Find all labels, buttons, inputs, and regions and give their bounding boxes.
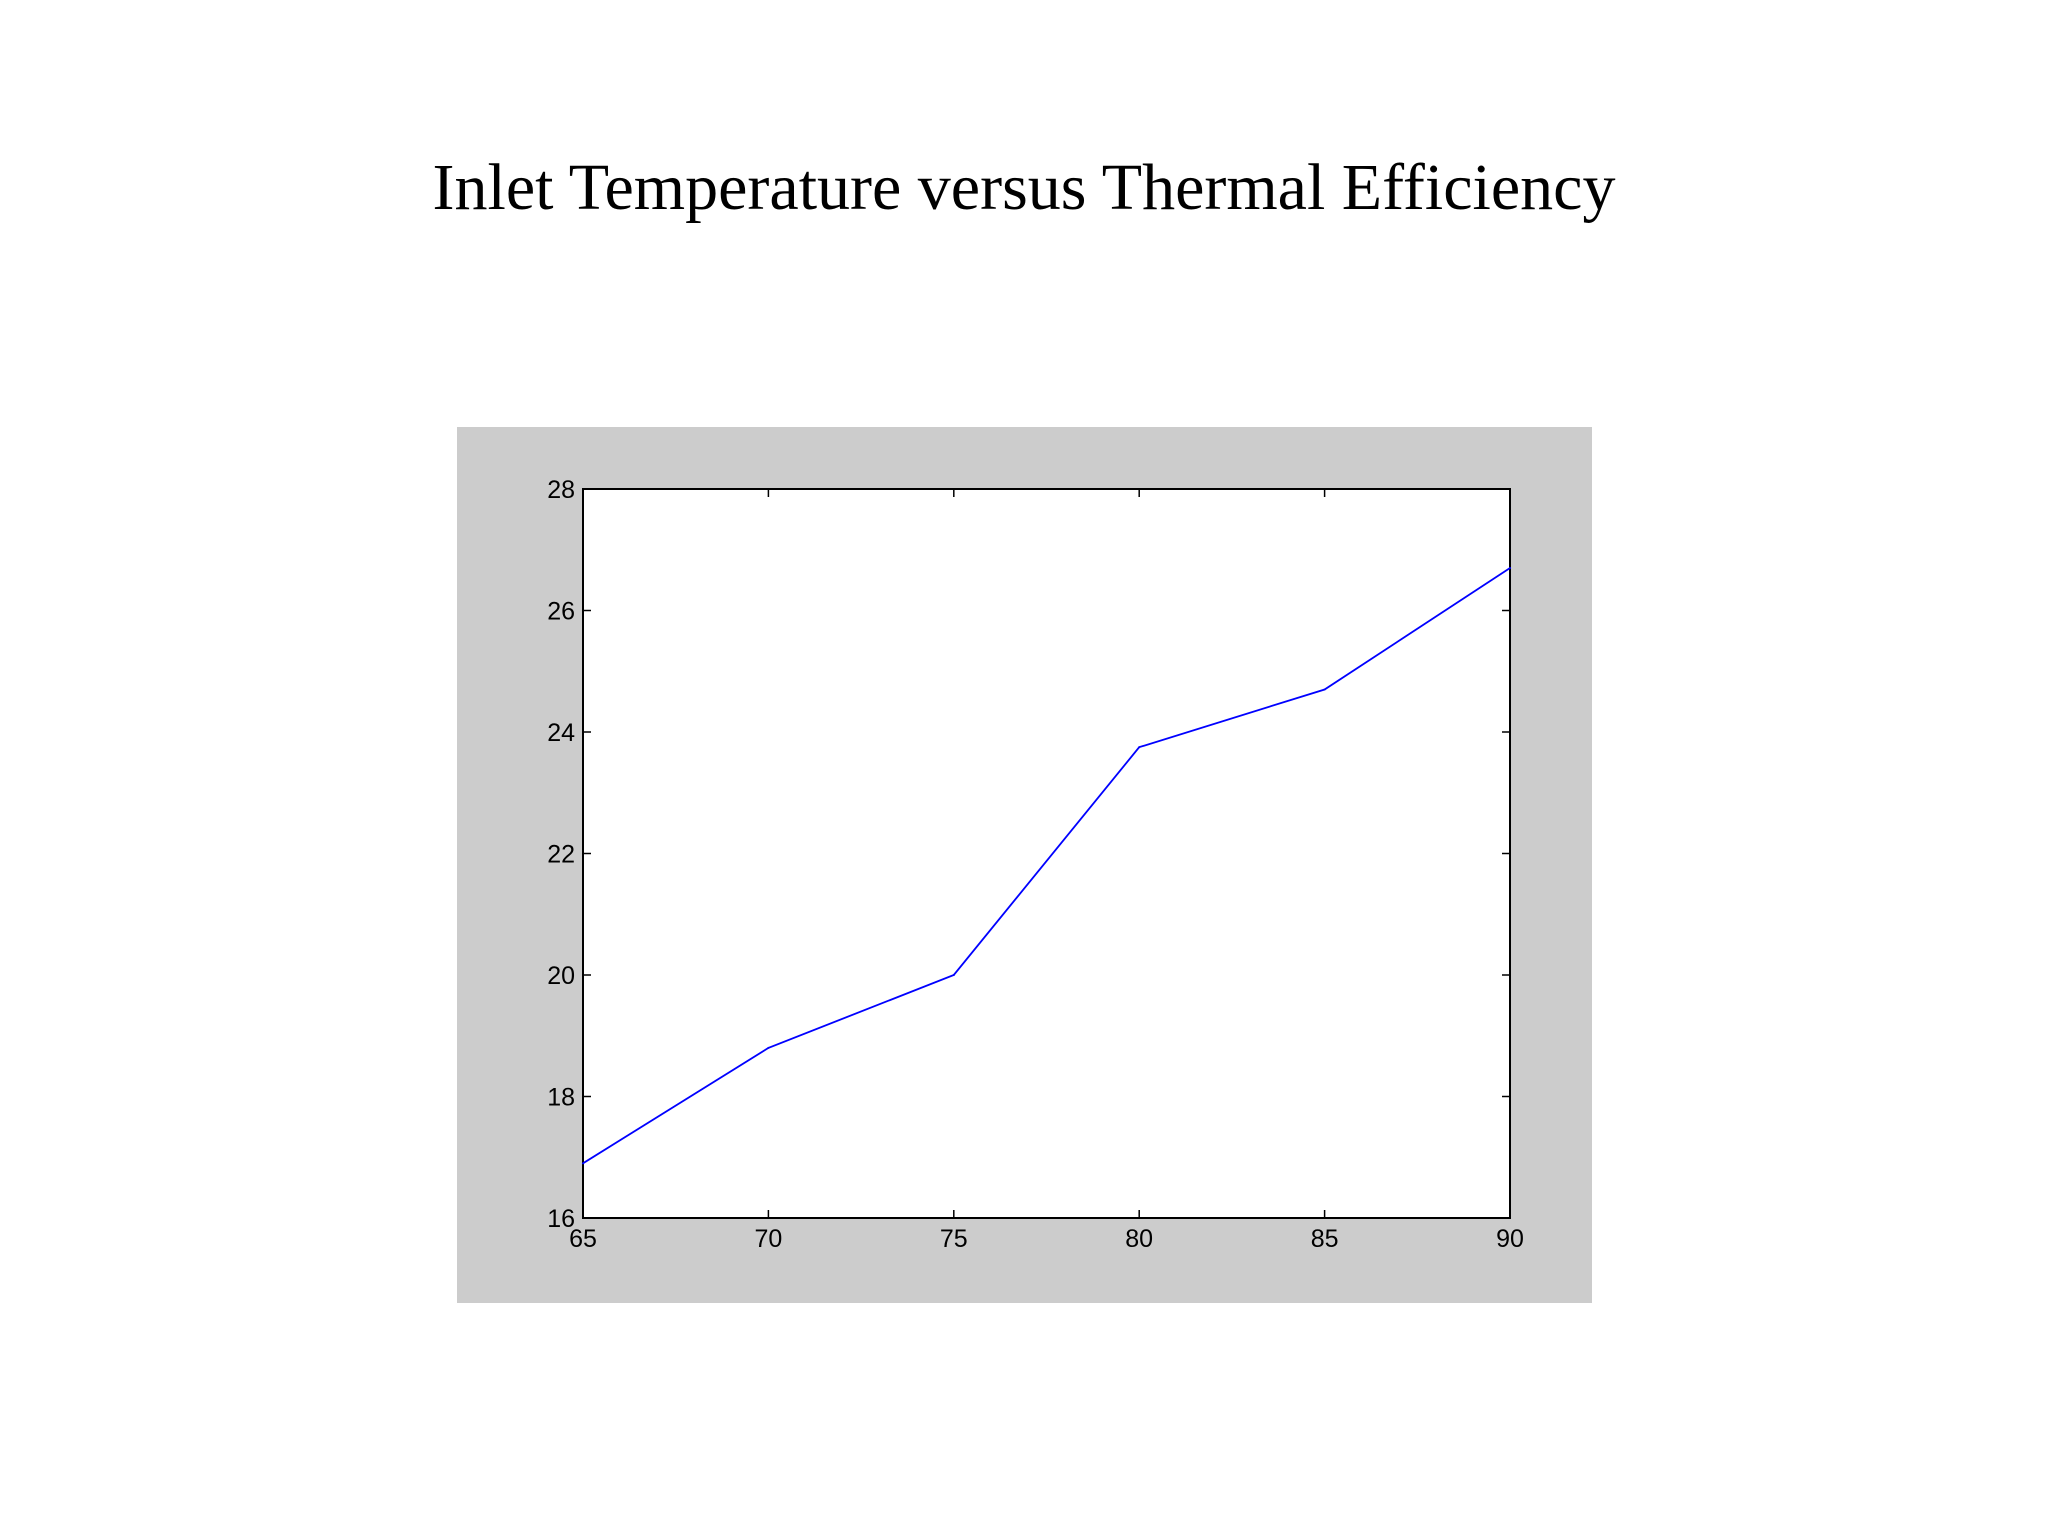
y-tick-labels: 16 18 20 22 24 26 28: [547, 476, 575, 1233]
data-point: [767, 1046, 770, 1049]
data-point: [1509, 566, 1511, 569]
y-tick-label: 22: [547, 841, 575, 869]
y-tick-label: 16: [547, 1205, 575, 1233]
x-tick-label: 85: [1311, 1225, 1339, 1253]
y-tick-label: 24: [547, 719, 575, 747]
plot-area: [582, 488, 1511, 1219]
data-points: [582, 566, 1511, 1165]
data-point: [1138, 746, 1141, 749]
y-tick-label: 18: [547, 1084, 575, 1112]
x-tick-label: 65: [569, 1225, 597, 1253]
x-tick-label: 75: [940, 1225, 968, 1253]
x-tick-label: 70: [754, 1225, 782, 1253]
x-tick-labels: 65 70 75 80 85 90: [569, 1225, 1524, 1253]
series-line: [582, 567, 1511, 1165]
y-tick-label: 26: [547, 598, 575, 626]
figure-window: 65 70 75 80 85 90 16 18 20 22 24 26 28: [457, 427, 1592, 1303]
x-tick-label: 80: [1125, 1225, 1153, 1253]
data-point: [1323, 688, 1326, 691]
x-tick-label: 90: [1496, 1225, 1524, 1253]
y-tick-label: 20: [547, 962, 575, 990]
slide-title: Inlet Temperature versus Thermal Efficie…: [432, 151, 1616, 224]
line-chart: 65 70 75 80 85 90 16 18 20 22 24 26 28: [457, 427, 1592, 1303]
y-tick-label: 28: [547, 476, 575, 504]
data-point: [952, 974, 955, 976]
data-point: [582, 1162, 584, 1165]
axis-ticks: [582, 488, 1511, 1219]
